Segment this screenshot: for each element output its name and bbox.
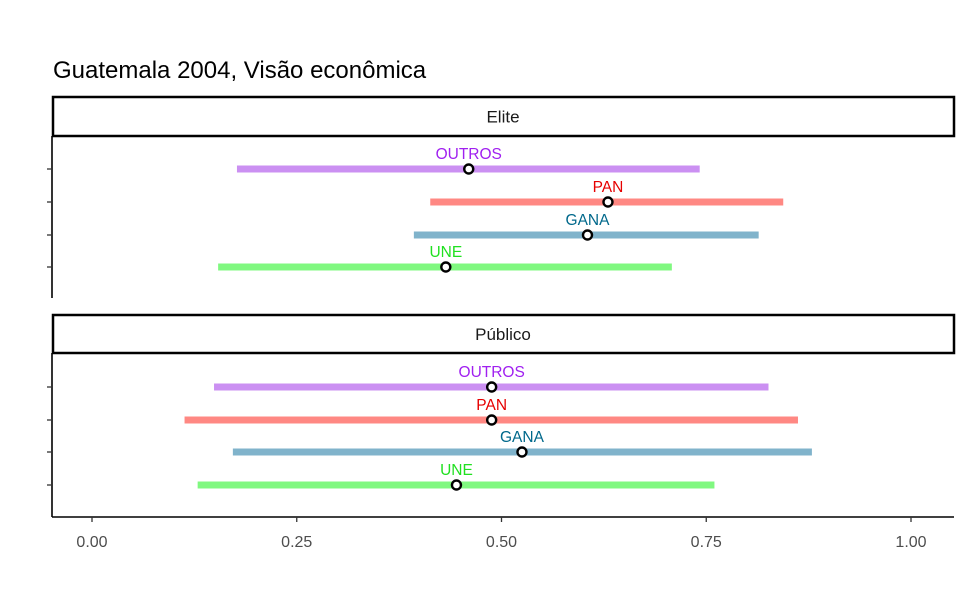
- chart-title: Guatemala 2004, Visão econômica: [53, 57, 427, 84]
- party-label-pan: PAN: [476, 397, 507, 414]
- party-label-pan: PAN: [593, 179, 624, 196]
- x-tick-label: 1.00: [895, 534, 926, 551]
- x-tick-label: 0.50: [486, 534, 517, 551]
- point-estimate-une: [440, 261, 452, 273]
- point-estimate-une: [450, 479, 463, 491]
- point-estimate-outros: [463, 163, 475, 175]
- party-label-gana: GANA: [566, 212, 611, 229]
- party-label-gana: GANA: [500, 429, 545, 446]
- point-estimate-gana: [581, 229, 594, 241]
- panel-strip-label: Elite: [486, 108, 519, 127]
- panel-strip: [51, 313, 956, 355]
- x-axis: 0.00 0.25 0.50 0.75 1.00: [52, 516, 954, 551]
- point-estimate-pan: [602, 196, 614, 208]
- panels: Elite OUTROS PAN GANA UNE Público OUTROS PAN GAN…: [47, 95, 956, 517]
- party-label-outros: OUTROS: [459, 364, 525, 381]
- x-tick-label: 0.25: [281, 534, 312, 551]
- point-estimate-outros: [485, 381, 498, 393]
- party-label-outros: OUTROS: [436, 146, 502, 163]
- panel-strip-label: Público: [475, 325, 531, 344]
- panel-elite: Elite OUTROS PAN GANA UNE: [47, 95, 956, 298]
- x-tick-label: 0.00: [76, 534, 107, 551]
- panel-p-blico: Público OUTROS PAN GANA UNE: [47, 313, 956, 517]
- point-estimate-pan: [485, 414, 498, 426]
- party-label-une: UNE: [429, 244, 462, 261]
- x-tick-label: 0.75: [691, 534, 722, 551]
- point-estimate-gana: [516, 446, 528, 458]
- panel-strip: [51, 95, 956, 138]
- party-label-une: UNE: [440, 462, 473, 479]
